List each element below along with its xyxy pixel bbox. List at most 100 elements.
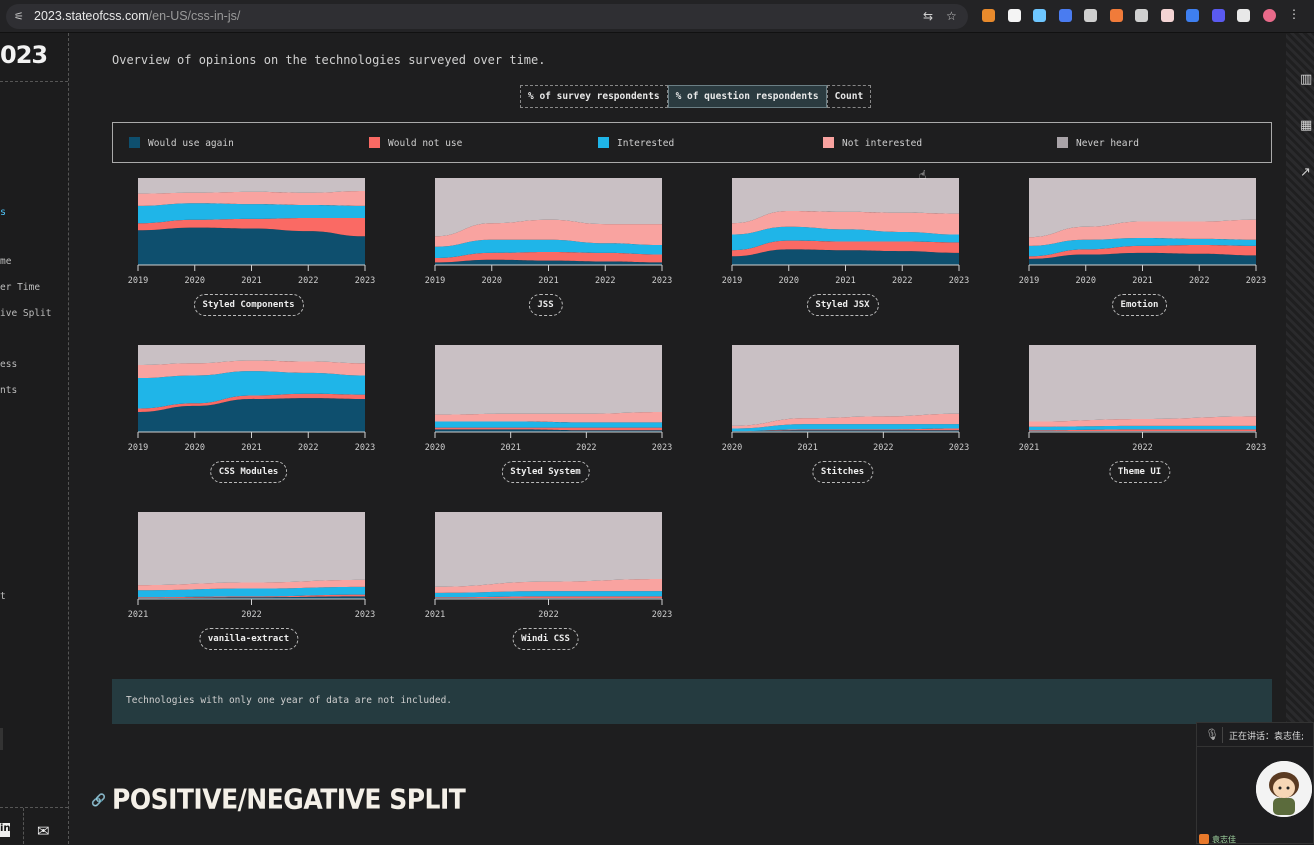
zap-icon[interactable] (1211, 9, 1225, 22)
area-series-would-not-use[interactable] (138, 393, 365, 412)
legend-item-not-interested[interactable]: Not interested (823, 137, 922, 149)
toggle-count[interactable]: Count (826, 85, 872, 108)
area-series-interested[interactable] (138, 371, 365, 409)
area-series-interested[interactable] (138, 203, 365, 224)
area-series-never-heard[interactable] (435, 345, 662, 415)
site-logo[interactable]: 023 (0, 41, 48, 69)
area-series-would-not-use[interactable] (1029, 429, 1256, 432)
area-series-would-use-again[interactable] (138, 227, 365, 265)
chart-title-button[interactable]: Styled JSX (806, 294, 879, 316)
chart-title-button[interactable]: Theme UI (1108, 461, 1171, 483)
area-series-would-not-use[interactable] (435, 251, 662, 263)
area-series-not-interested[interactable] (435, 411, 662, 423)
area-series-interested[interactable] (1029, 238, 1256, 257)
area-series-would-not-use[interactable] (1029, 244, 1256, 259)
sidebar-item-comments[interactable]: nts (0, 385, 18, 396)
legend-item-would-use-again[interactable]: Would use again (129, 137, 234, 149)
area-series-would-use-again[interactable] (138, 596, 365, 599)
chart-title-button[interactable]: CSS Modules (209, 461, 288, 483)
area-series-never-heard[interactable] (138, 345, 365, 366)
vue-icon[interactable] (1084, 9, 1097, 22)
sidebar-item-awareness[interactable]: ess (0, 359, 18, 370)
translate-icon[interactable]: ⇆ (923, 9, 934, 23)
link-icon[interactable]: 🔗 (91, 793, 106, 807)
dropbox-icon[interactable] (1186, 9, 1199, 22)
area-series-would-not-use[interactable] (138, 594, 365, 599)
react-icon[interactable] (1033, 9, 1046, 22)
area-series-would-not-use[interactable] (435, 427, 662, 431)
area-series-would-use-again[interactable] (1029, 252, 1256, 265)
avatar[interactable] (1256, 761, 1312, 817)
area-series-would-not-use[interactable] (435, 596, 662, 599)
share-icon[interactable]: ↗ (1300, 165, 1311, 180)
area-series-would-use-again[interactable] (435, 259, 662, 265)
table-view-icon[interactable]: ▦ (1300, 118, 1313, 133)
area-series-would-not-use[interactable] (732, 428, 959, 432)
chart-title-button[interactable]: Stitches (811, 461, 874, 483)
menu-icon[interactable]: ⋮ (1288, 7, 1300, 21)
bookmark-star-icon[interactable]: ☆ (946, 9, 957, 23)
at-icon[interactable] (1058, 9, 1072, 22)
linkedin-icon[interactable]: in (0, 823, 11, 837)
area-series-never-heard[interactable] (732, 178, 959, 224)
area-series-never-heard[interactable] (1029, 178, 1256, 238)
metamask-icon[interactable] (982, 9, 995, 22)
site-settings-icon[interactable]: ⚟ (14, 10, 24, 23)
x-tick-label: 2021 (241, 443, 261, 453)
area-series-interested[interactable] (732, 424, 959, 432)
sidebar-item-experience[interactable]: me (0, 256, 12, 267)
area-series-never-heard[interactable] (138, 512, 365, 586)
chart-title-button[interactable]: Styled Components (193, 294, 304, 316)
area-series-never-heard[interactable] (1029, 345, 1256, 422)
area-series-would-use-again[interactable] (435, 429, 662, 432)
area-series-not-interested[interactable] (1029, 416, 1256, 427)
sidebar-item-css-in-js[interactable]: s (0, 207, 7, 218)
area-series-never-heard[interactable] (732, 345, 959, 426)
play-icon[interactable] (1007, 9, 1021, 22)
mail-icon[interactable]: ✉ (37, 822, 50, 840)
area-series-not-interested[interactable] (138, 191, 365, 206)
area-series-interested[interactable] (435, 239, 662, 259)
toggle-question-respondents[interactable]: % of question respondents (667, 85, 827, 108)
zero-icon[interactable] (1135, 9, 1148, 22)
doc-icon[interactable] (1160, 9, 1174, 22)
area-series-not-interested[interactable] (732, 413, 959, 429)
area-series-interested[interactable] (1029, 425, 1256, 431)
legend-item-never-heard[interactable]: Never heard (1057, 137, 1139, 149)
area-series-would-not-use[interactable] (138, 218, 365, 237)
chart-title-button[interactable]: Emotion (1111, 294, 1168, 316)
chart-title-button[interactable]: Styled System (501, 461, 590, 483)
area-series-not-interested[interactable] (1029, 219, 1256, 246)
sidebar-item-positive-negative-split[interactable]: ive Split (0, 308, 52, 319)
chart-title-button[interactable]: Windi CSS (512, 628, 579, 650)
legend-item-interested[interactable]: Interested (598, 137, 674, 149)
toggle-survey-respondents[interactable]: % of survey respondents (520, 85, 668, 108)
area-series-not-interested[interactable] (732, 211, 959, 235)
area-series-interested[interactable] (435, 421, 662, 428)
sidebar-item-next[interactable]: t (0, 591, 6, 602)
chart-view-icon[interactable]: ▥ (1300, 72, 1313, 87)
area-series-not-interested[interactable] (435, 219, 662, 247)
area-series-never-heard[interactable] (435, 178, 662, 237)
puzzle-icon[interactable] (1237, 9, 1250, 22)
x-tick-label: 2020 (779, 276, 799, 286)
profile-icon[interactable] (1262, 9, 1276, 22)
area-series-interested[interactable] (732, 226, 959, 251)
area-series-not-interested[interactable] (138, 360, 365, 379)
legend-swatch (369, 137, 380, 148)
area-series-not-interested[interactable] (435, 578, 662, 593)
address-bar[interactable]: ⚟ 2023.stateofcss.com/en-US/css-in-js/ ⇆… (6, 4, 968, 29)
chart-title-button[interactable]: JSS (528, 294, 563, 316)
microphone-icon[interactable]: 🎙 (1205, 728, 1219, 741)
area-series-interested[interactable] (435, 591, 662, 598)
legend-item-would-not-use[interactable]: Would not use (369, 137, 462, 149)
area-series-never-heard[interactable] (435, 512, 662, 587)
url-text[interactable]: 2023.stateofcss.com/en-US/css-in-js/ (34, 9, 240, 23)
figure-icon[interactable] (1109, 9, 1123, 22)
area-series-would-not-use[interactable] (732, 240, 959, 257)
area-series-would-use-again[interactable] (732, 249, 959, 265)
area-series-never-heard[interactable] (138, 178, 365, 194)
sidebar-item-experience-over-time[interactable]: er Time (0, 282, 41, 293)
chart-title-button[interactable]: vanilla-extract (198, 628, 299, 650)
area-series-would-use-again[interactable] (138, 398, 365, 432)
